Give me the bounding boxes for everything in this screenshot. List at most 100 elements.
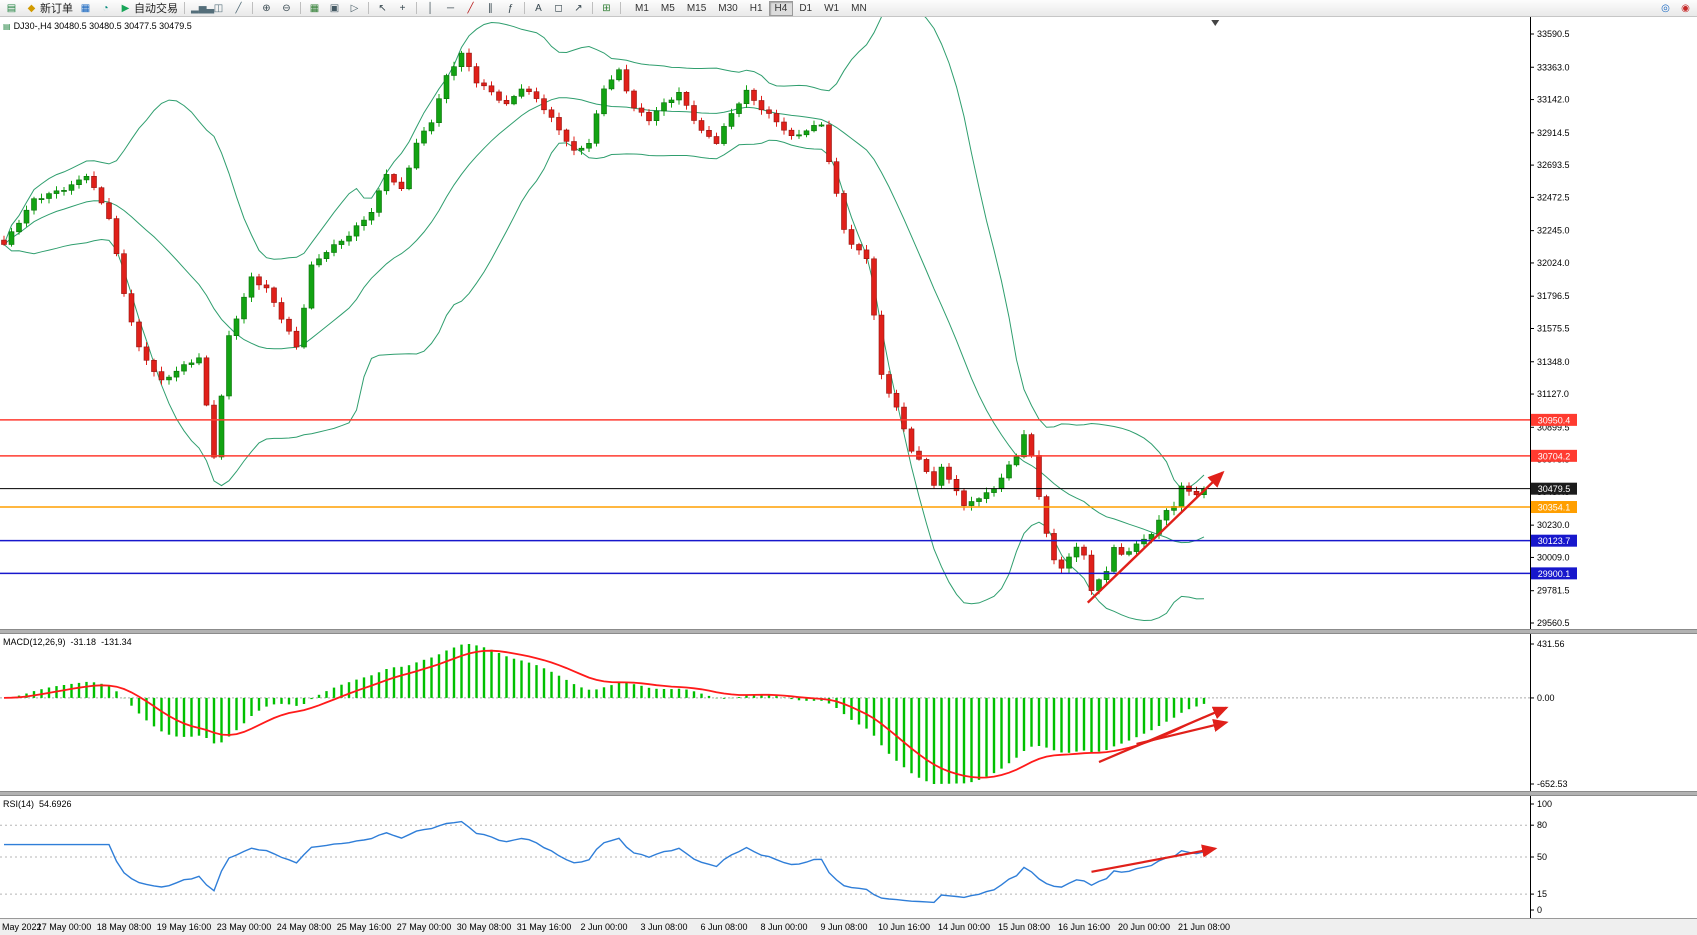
timeframe-m5[interactable]: M5 [660,2,675,14]
cursor-tool-button[interactable]: ↖ [373,1,392,16]
rsi-axis-labels[interactable]: 100 80 50 15 0 [1530,799,1552,915]
fibonacci-tool-button[interactable]: ƒ [501,1,520,16]
timeframe-buttons: M1 M5 M15 M30 H1 H4 D1 W1 MN [629,0,873,16]
trend-arrow-macd[interactable] [1098,706,1229,764]
chart-ohlc-text: DJ30-,H4 30480.5 30480.5 30477.5 30479.5 [13,21,192,31]
toolbar-separator [252,2,253,14]
support-line-orange-badge: 30354.1 [1531,501,1577,514]
resistance-line-2-badge: 30704.2 [1531,449,1577,462]
history-center-button[interactable]: ◔ [96,1,115,16]
time-label: 23 May 00:00 [216,922,272,932]
price-chart[interactable]: 33590.5 33363.0 33142.0 32914.5 32693.5 32472… [0,17,1697,629]
macd-panel-splitter[interactable] [0,629,1697,634]
trend-arrow-price[interactable] [1086,470,1225,604]
indicators-button[interactable]: ⊞ [597,1,616,16]
time-label: May 2022 [2,922,42,932]
charts-window-button[interactable]: ▦ [76,1,95,16]
new-order-icon: ◆ [27,2,36,14]
arrow-tool-icon: ↗ [574,2,583,14]
auto-scroll-button[interactable]: ▣ [325,1,344,16]
zoom-in-icon: ⊕ [262,2,271,14]
horizontal-levels: 30950.4 30704.2 30479.5 30354.1 30123.7 29900… [0,413,1577,580]
resistance-line-1-badge: 30950.4 [1531,413,1577,426]
time-label: 31 May 16:00 [516,922,572,932]
search-icon: ◎ [1661,2,1670,14]
time-label: 8 Jun 00:00 [760,922,808,932]
price-chart-panel[interactable]: 33590.5 33363.0 33142.0 32914.5 32693.5 32472… [0,17,1697,629]
arrow-tool-button[interactable]: ↗ [569,1,588,16]
charts-window-icon: ▦ [80,2,91,14]
svg-text:30354.1: 30354.1 [1538,503,1571,513]
new-chart-button[interactable]: ▤ [2,1,21,16]
trend-arrow-rsi[interactable] [1091,844,1218,873]
chart-shift-marker[interactable] [1211,20,1220,26]
time-label: 14 Jun 00:00 [937,922,991,932]
rsi-panel[interactable]: 100 80 50 15 0 RSI(14) 54.6926 [0,796,1697,918]
svg-text:32472.5: 32472.5 [1537,192,1570,202]
zoom-out-button[interactable]: ⊖ [277,1,296,16]
rsi-panel-splitter[interactable] [0,791,1697,796]
channel-tool-icon: ∥ [488,2,493,14]
candlestick-mode-button[interactable]: ◫ [209,1,228,16]
timeframe-mn[interactable]: MN [851,2,867,14]
svg-text:15: 15 [1537,889,1547,899]
rsi-line [4,820,1205,904]
macd-value-signal: -131.34 [101,637,132,647]
crosshair-tool-button[interactable]: + [393,1,412,16]
chart-shift-icon: ▷ [350,2,359,14]
timeframe-h4[interactable]: H4 [768,0,794,16]
svg-text:32024.0: 32024.0 [1537,258,1570,268]
toolbar-separator [368,2,369,14]
new-order-button[interactable]: ◆ 新订单 [22,1,75,16]
time-label: 10 Jun 16:00 [877,922,931,932]
svg-text:31127.0: 31127.0 [1537,389,1569,399]
candlestick-mode-icon: ◫ [213,2,224,14]
trendline-tool-button[interactable]: ╱ [461,1,480,16]
macd-panel[interactable]: 431.56 0.00 -652.53 MACD(12,26,9) -31.18 -… [0,634,1697,791]
time-axis[interactable]: May 2022 17 May 00:00 18 May 08:00 19 May 1… [0,918,1697,935]
zoom-in-button[interactable]: ⊕ [257,1,276,16]
vertical-line-tool-icon: │ [427,2,434,14]
label-tool-button[interactable]: ◻ [549,1,568,16]
timeframe-h1[interactable]: H1 [749,2,763,14]
line-chart-mode-icon: ╱ [235,2,242,14]
macd-value-main: -31.18 [70,637,97,647]
chart-shift-button[interactable]: ▷ [345,1,364,16]
timeframe-d1[interactable]: D1 [799,2,813,14]
autotrading-button[interactable]: ▶ 自动交易 [116,1,180,16]
svg-text:33142.0: 33142.0 [1537,95,1570,105]
svg-text:31575.5: 31575.5 [1537,324,1570,334]
macd-signal-line [3,649,1205,779]
timeframe-w1[interactable]: W1 [824,2,840,14]
chart-symbol-icon: ▤ [3,21,11,31]
vertical-line-tool-button[interactable]: │ [421,1,440,16]
timeframe-m15[interactable]: M15 [686,2,707,14]
timeframe-m30[interactable]: M30 [718,2,738,14]
macd-axis-labels[interactable]: 431.56 0.00 -652.53 [1530,639,1568,789]
community-icon: ◉ [1681,2,1690,14]
autotrading-icon: ▶ [121,2,130,14]
price-axis-ticks[interactable]: 33590.5 33363.0 33142.0 32914.5 32693.5 32472… [1530,29,1570,628]
tile-windows-button[interactable]: ▦ [305,1,324,16]
community-button[interactable]: ◉ [1676,1,1695,16]
horizontal-line-tool-button[interactable]: ─ [441,1,460,16]
line-chart-mode-button[interactable]: ╱ [229,1,248,16]
toolbar-separator [592,2,593,14]
toolbar-separator [524,2,525,14]
timeframe-m1[interactable]: M1 [635,2,649,14]
history-center-icon: ◔ [102,2,109,14]
svg-text:431.56: 431.56 [1537,639,1565,649]
svg-text:31348.0: 31348.0 [1537,357,1570,367]
channel-tool-button[interactable]: ∥ [481,1,500,16]
support-line-blue-2-badge: 29900.1 [1531,567,1577,580]
svg-text:30704.2: 30704.2 [1538,451,1571,461]
time-label: 2 Jun 00:00 [580,922,628,932]
label-tool-icon: ◻ [554,2,563,14]
text-tool-icon: A [535,2,542,14]
svg-text:30123.7: 30123.7 [1538,536,1571,546]
trend-arrow-macd[interactable] [1136,718,1229,746]
search-button[interactable]: ◎ [1656,1,1675,16]
bar-chart-mode-button[interactable]: ▂▅▃ [189,1,214,16]
text-tool-button[interactable]: A [529,1,548,16]
